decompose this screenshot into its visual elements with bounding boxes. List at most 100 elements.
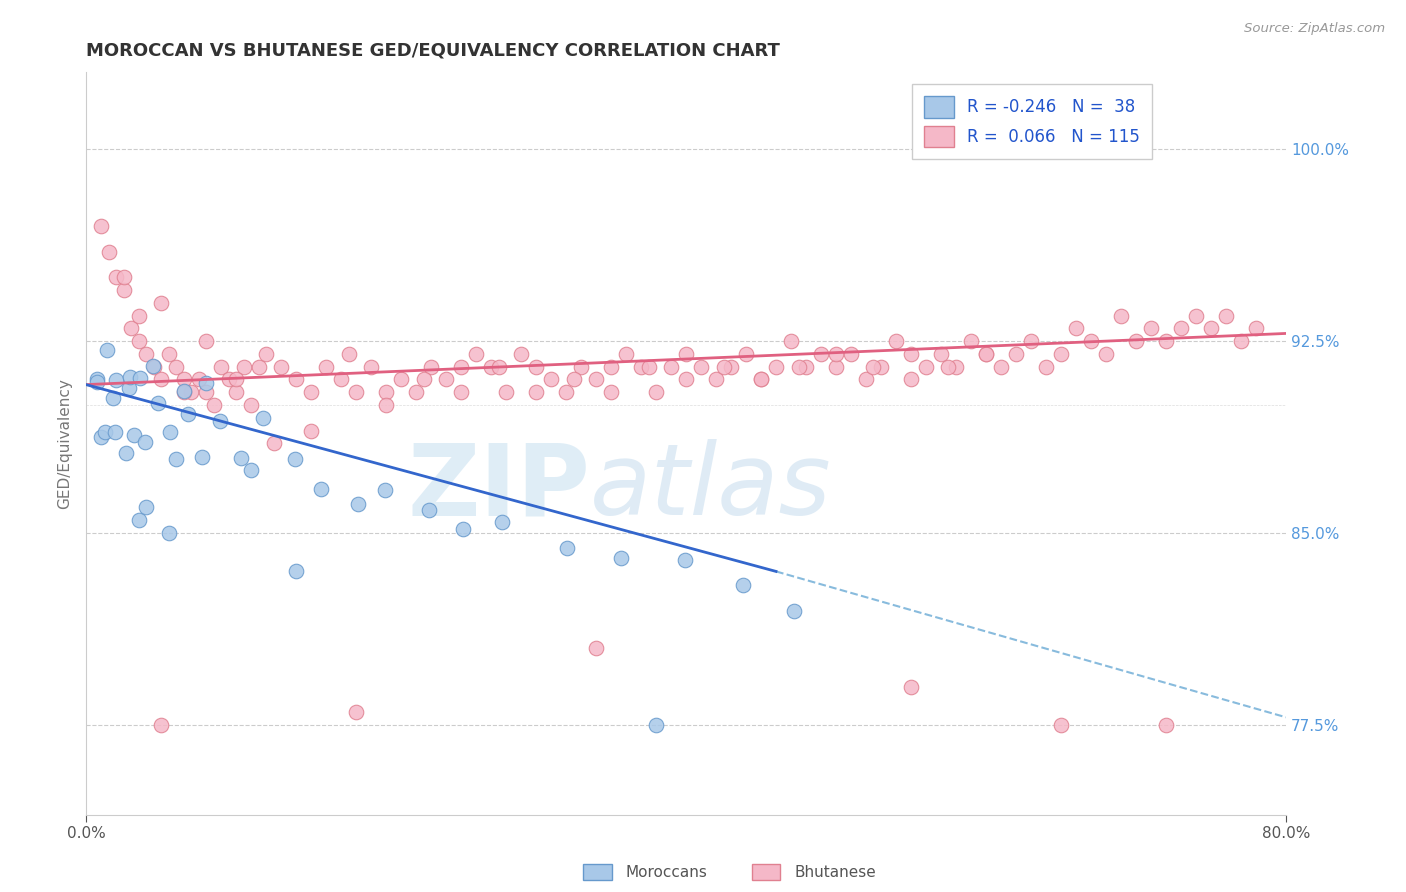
- Point: [254, 347, 277, 361]
- Point: [360, 359, 382, 374]
- Point: [225, 385, 247, 400]
- Point: [733, 578, 755, 592]
- Point: [90, 430, 112, 444]
- Point: [101, 391, 124, 405]
- Point: [960, 334, 983, 348]
- Point: [690, 359, 713, 374]
- Point: [225, 372, 247, 386]
- Point: [375, 385, 398, 400]
- Point: [645, 385, 668, 400]
- Point: [938, 359, 960, 374]
- Point: [176, 407, 198, 421]
- Point: [232, 359, 254, 374]
- Point: [569, 359, 592, 374]
- Point: [465, 347, 488, 361]
- Point: [794, 359, 817, 374]
- Point: [252, 410, 274, 425]
- Point: [1050, 347, 1073, 361]
- Text: Source: ZipAtlas.com: Source: ZipAtlas.com: [1244, 22, 1385, 36]
- Text: Bhutanese: Bhutanese: [794, 865, 876, 880]
- Point: [195, 334, 218, 348]
- Point: [675, 372, 697, 386]
- Point: [418, 502, 440, 516]
- Point: [479, 359, 502, 374]
- Point: [285, 372, 308, 386]
- Point: [1005, 347, 1028, 361]
- Point: [195, 385, 218, 400]
- Point: [450, 359, 472, 374]
- Point: [146, 396, 169, 410]
- Point: [1109, 309, 1132, 323]
- Point: [783, 604, 806, 618]
- Point: [375, 398, 398, 412]
- Point: [491, 515, 513, 529]
- Point: [150, 295, 173, 310]
- Point: [1064, 321, 1087, 335]
- Point: [1185, 309, 1208, 323]
- Point: [765, 359, 787, 374]
- Point: [1035, 359, 1057, 374]
- Point: [128, 370, 150, 384]
- Point: [659, 359, 682, 374]
- Point: [118, 381, 141, 395]
- Point: [825, 347, 848, 361]
- Point: [86, 375, 108, 389]
- Point: [990, 359, 1012, 374]
- Y-axis label: GED/Equivalency: GED/Equivalency: [58, 378, 72, 509]
- Point: [209, 359, 232, 374]
- Point: [86, 372, 108, 386]
- Point: [610, 550, 633, 565]
- Point: [285, 565, 308, 579]
- Point: [1230, 334, 1253, 348]
- Point: [195, 376, 218, 391]
- Point: [315, 359, 337, 374]
- Point: [630, 359, 652, 374]
- Point: [1154, 718, 1177, 732]
- Point: [1095, 347, 1118, 361]
- Point: [524, 359, 547, 374]
- Point: [142, 359, 165, 373]
- Point: [1170, 321, 1192, 335]
- Point: [855, 372, 877, 386]
- Point: [945, 359, 967, 374]
- Point: [96, 343, 118, 357]
- Point: [900, 372, 922, 386]
- Point: [115, 446, 138, 460]
- Point: [263, 436, 285, 450]
- Point: [720, 359, 742, 374]
- Point: [157, 347, 180, 361]
- Point: [810, 347, 832, 361]
- Text: MOROCCAN VS BHUTANESE GED/EQUIVALENCY CORRELATION CHART: MOROCCAN VS BHUTANESE GED/EQUIVALENCY CO…: [86, 42, 780, 60]
- Point: [1199, 321, 1222, 335]
- Point: [585, 641, 607, 656]
- Point: [735, 347, 758, 361]
- Point: [1019, 334, 1042, 348]
- Point: [884, 334, 907, 348]
- Point: [173, 384, 195, 398]
- Point: [142, 359, 165, 374]
- Point: [839, 347, 862, 361]
- Point: [97, 244, 120, 259]
- Point: [112, 283, 135, 297]
- Point: [135, 500, 157, 515]
- Point: [128, 309, 150, 323]
- Point: [165, 359, 187, 374]
- Point: [173, 385, 195, 400]
- Point: [1125, 334, 1147, 348]
- Point: [202, 398, 225, 412]
- Point: [1244, 321, 1267, 335]
- Point: [128, 334, 150, 348]
- Point: [112, 270, 135, 285]
- Point: [900, 347, 922, 361]
- Point: [150, 372, 173, 386]
- Point: [915, 359, 938, 374]
- Point: [105, 373, 128, 387]
- Point: [105, 270, 128, 285]
- Point: [585, 372, 607, 386]
- Point: [645, 718, 668, 732]
- Point: [122, 427, 145, 442]
- Point: [405, 385, 427, 400]
- Point: [165, 451, 187, 466]
- Point: [173, 372, 195, 386]
- Point: [337, 347, 360, 361]
